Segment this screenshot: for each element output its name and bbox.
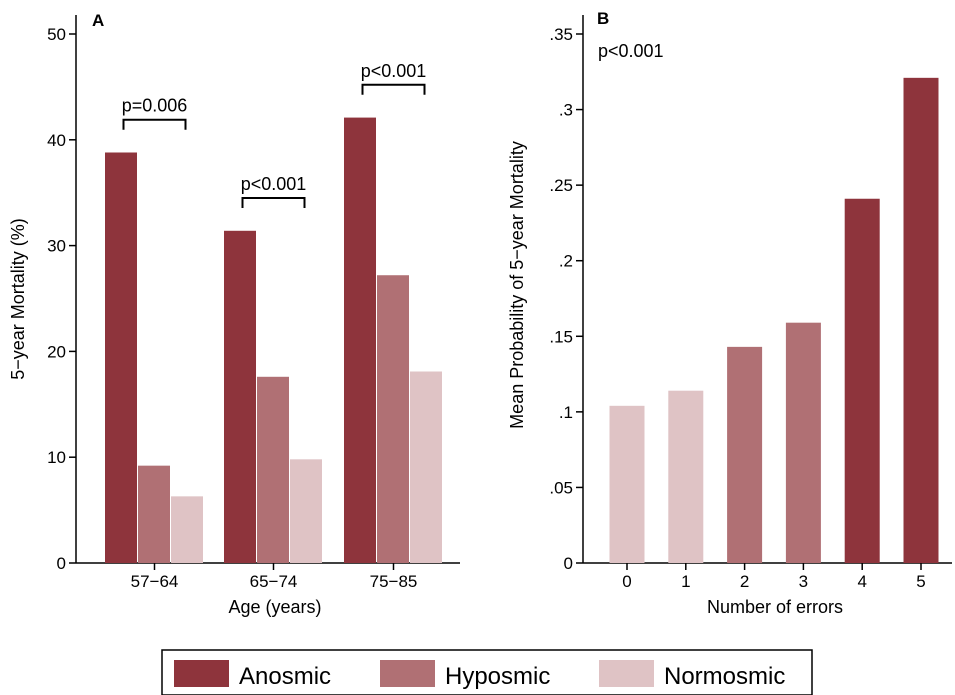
legend-label-anosmic: Anosmic (239, 663, 331, 690)
panel-a-bar (257, 376, 289, 563)
panel-a-y-axis-label: 5−year Mortality (%) (8, 218, 28, 380)
panel-b-x-tick-label: 5 (916, 572, 925, 591)
panel-b-y-tick-label: .2 (559, 252, 573, 271)
panel-a-significance-bracket (122, 118, 187, 130)
panel-b-y-tick-label: .3 (559, 101, 573, 120)
panel-b-bar (727, 346, 763, 563)
panel-a-bar (171, 496, 203, 563)
panel-b-y-axis-label: Mean Probability of 5−year Mortality (507, 141, 527, 429)
legend: Anosmic Hyposmic Normosmic (161, 649, 813, 695)
panel-a-y-tick-label: 50 (47, 25, 66, 44)
panel-a-bar (290, 459, 322, 563)
panel-a-x-axis-label: Age (years) (228, 597, 321, 617)
panel-b-chart: B p<0.001 Mean Probability of 5−year Mor… (507, 9, 952, 617)
panel-a-y-tick-label: 10 (47, 448, 66, 467)
panel-b-x-tick-label: 1 (681, 572, 690, 591)
legend-frame (161, 649, 813, 695)
panel-a-x-tick-label: 65−74 (250, 572, 298, 591)
panel-b-y-tick-label: .1 (559, 403, 573, 422)
panel-a-y-tick-label: 0 (57, 554, 66, 573)
panel-a-p-value: p<0.001 (361, 61, 427, 81)
panel-b-bar (668, 390, 704, 563)
panel-b-x-tick-label: 3 (799, 572, 808, 591)
panel-b-label: B (597, 9, 609, 28)
panel-a-significance-bracket (241, 196, 306, 208)
panel-a-bar (344, 117, 376, 563)
panel-b-bar (903, 77, 939, 564)
legend-swatch-anosmic (174, 660, 229, 687)
panel-a-bar (410, 371, 442, 563)
panel-a-bar (224, 230, 256, 563)
panel-a-bar (138, 465, 170, 563)
panel-b-y-tick-label: .25 (549, 176, 573, 195)
panel-a-x-tick-label: 75−85 (370, 572, 418, 591)
panel-a-p-value: p=0.006 (122, 96, 188, 116)
panel-a-chart: A 5−year Mortality (%) Age (years) 0 10 20… (8, 11, 460, 617)
panel-b-y-tick-label: .05 (549, 478, 573, 497)
panel-b-y-tick-label: .35 (549, 25, 573, 44)
legend-label-hyposmic: Hyposmic (445, 663, 550, 690)
panel-b-x-tick-label: 2 (740, 572, 749, 591)
panel-a-p-value: p<0.001 (241, 174, 307, 194)
legend-label-normosmic: Normosmic (664, 663, 785, 690)
panel-a-y-tick-label: 20 (47, 342, 66, 361)
panel-b-x-axis-label: Number of errors (707, 597, 843, 617)
panel-b-bar (609, 405, 645, 563)
panel-b-y-tick-label: .15 (549, 327, 573, 346)
panel-b-x-tick-label: 0 (622, 572, 631, 591)
legend-swatch-normosmic (599, 660, 654, 687)
panel-a-bar (105, 152, 137, 563)
panel-b-bar (844, 198, 880, 563)
legend-swatch-hyposmic (380, 660, 435, 687)
panel-a-bar (377, 275, 409, 563)
panel-b-bar (785, 322, 821, 563)
panel-a-y-tick-label: 30 (47, 237, 66, 256)
panel-b-y-tick-label: 0 (564, 554, 573, 573)
panel-a-significance-bracket (361, 83, 426, 95)
panel-b-x-tick-label: 4 (857, 572, 866, 591)
panel-a-label: A (92, 11, 104, 30)
panel-a-x-tick-label: 57−64 (131, 572, 179, 591)
panel-a-y-tick-label: 40 (47, 131, 66, 150)
panel-b-p-value: p<0.001 (598, 41, 664, 61)
